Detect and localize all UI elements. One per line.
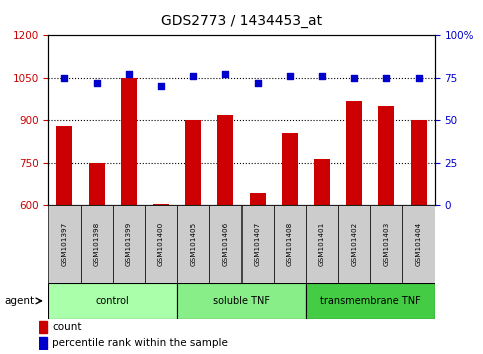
Text: control: control: [96, 296, 129, 306]
Bar: [48, 283, 177, 319]
Text: GSM101401: GSM101401: [319, 222, 325, 266]
Bar: [81, 205, 113, 283]
Text: GSM101405: GSM101405: [190, 222, 196, 266]
Bar: [217, 115, 233, 354]
Point: [383, 75, 390, 81]
Point: [125, 72, 133, 77]
Bar: [250, 193, 266, 354]
Point: [350, 75, 358, 81]
Text: agent: agent: [5, 296, 35, 306]
Bar: [121, 78, 137, 354]
Point: [93, 80, 100, 86]
Text: GSM101400: GSM101400: [158, 222, 164, 266]
Bar: [177, 205, 209, 283]
Bar: [177, 283, 306, 319]
Bar: [48, 205, 81, 283]
Text: GSM101399: GSM101399: [126, 222, 132, 266]
Bar: [39, 337, 47, 349]
Bar: [145, 205, 177, 283]
Text: GSM101397: GSM101397: [61, 222, 68, 266]
Bar: [402, 205, 435, 283]
Text: GDS2773 / 1434453_at: GDS2773 / 1434453_at: [161, 14, 322, 28]
Text: GSM101406: GSM101406: [222, 222, 228, 266]
Point: [222, 72, 229, 77]
Text: GSM101407: GSM101407: [255, 222, 261, 266]
Point: [286, 73, 294, 79]
Bar: [39, 321, 47, 333]
Point: [318, 73, 326, 79]
Bar: [185, 120, 201, 354]
Text: count: count: [52, 322, 82, 332]
Bar: [113, 205, 145, 283]
Text: GSM101398: GSM101398: [94, 222, 99, 266]
Bar: [282, 133, 298, 354]
Point: [189, 73, 197, 79]
Bar: [370, 205, 402, 283]
Bar: [338, 205, 370, 283]
Point: [60, 75, 68, 81]
Text: GSM101402: GSM101402: [351, 222, 357, 266]
Bar: [274, 205, 306, 283]
Bar: [378, 106, 395, 354]
Bar: [153, 204, 169, 354]
Point: [254, 80, 261, 86]
Bar: [411, 120, 426, 354]
Bar: [306, 283, 435, 319]
Bar: [88, 164, 105, 354]
Text: GSM101408: GSM101408: [287, 222, 293, 266]
Bar: [346, 101, 362, 354]
Bar: [314, 159, 330, 354]
Bar: [209, 205, 242, 283]
Bar: [242, 205, 274, 283]
Text: transmembrane TNF: transmembrane TNF: [320, 296, 421, 306]
Bar: [57, 126, 72, 354]
Text: soluble TNF: soluble TNF: [213, 296, 270, 306]
Point: [415, 75, 423, 81]
Text: GSM101404: GSM101404: [415, 222, 422, 266]
Bar: [306, 205, 338, 283]
Point: [157, 84, 165, 89]
Text: GSM101403: GSM101403: [384, 222, 389, 266]
Text: percentile rank within the sample: percentile rank within the sample: [52, 338, 228, 348]
